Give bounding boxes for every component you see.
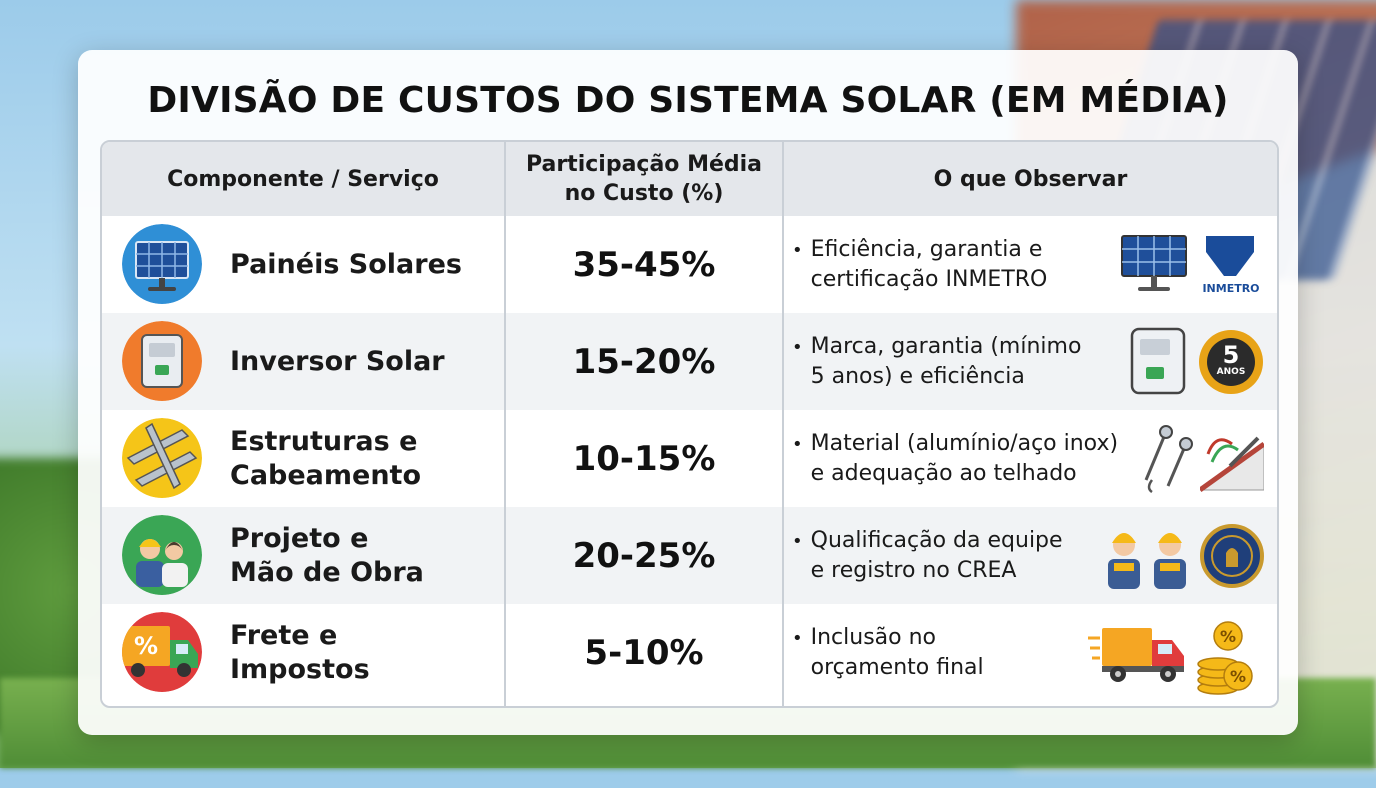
badge-number: 5 bbox=[1222, 341, 1240, 369]
component-label: Projeto e Mão de Obra bbox=[230, 522, 424, 588]
note-text: • Inclusão no orçamento final bbox=[792, 604, 1112, 701]
workers-icon bbox=[1096, 521, 1200, 591]
page-title: DIVISÃO DE CUSTOS DO SISTEMA SOLAR (EM M… bbox=[147, 80, 1229, 121]
note-label: Marca, garantia (mínimo 5 anos) e eficiê… bbox=[810, 333, 1082, 389]
inverter-icon bbox=[1128, 327, 1200, 397]
component-label: Frete e Impostos bbox=[230, 619, 370, 685]
bullet-icon: • bbox=[792, 434, 803, 455]
component-label: Estruturas e Cabeamento bbox=[230, 425, 422, 491]
crea-seal-icon bbox=[1200, 521, 1264, 591]
table-header: Componente / Serviço Participação Média … bbox=[102, 142, 1277, 218]
inverter-icon bbox=[122, 321, 202, 401]
note-label: Inclusão no orçamento final bbox=[810, 624, 984, 680]
note-label: Eficiência, garantia e certificação INME… bbox=[810, 236, 1048, 292]
rails-icon bbox=[122, 418, 202, 498]
table-row: Estruturas e Cabeamento 10-15% • Materia… bbox=[102, 410, 1277, 509]
share-value: 10-15% bbox=[572, 438, 716, 479]
table-row: Painéis Solares 35-45% • Eficiência, gar… bbox=[102, 216, 1277, 315]
cost-table: Componente / Serviço Participação Média … bbox=[100, 140, 1279, 708]
delivery-truck-icon bbox=[1088, 618, 1188, 688]
share-value: 35-45% bbox=[572, 244, 716, 285]
note-text: • Eficiência, garantia e certificação IN… bbox=[792, 216, 1112, 313]
table-row: Projeto e Mão de Obra 20-25% • Qualifica… bbox=[102, 507, 1277, 606]
svg-text:%: % bbox=[1220, 627, 1236, 646]
coins-percent-icon: % % bbox=[1194, 618, 1264, 695]
engineers-icon bbox=[122, 515, 202, 595]
column-divider bbox=[782, 142, 784, 706]
header-component: Componente / Serviço bbox=[167, 166, 439, 192]
solar-panel-icon bbox=[122, 224, 202, 304]
solar-panel-icon bbox=[1118, 230, 1190, 300]
five-year-badge-icon: 5 ANOS bbox=[1196, 327, 1268, 397]
header-share: Participação Média no Custo (%) bbox=[525, 152, 763, 206]
inmetro-label: INMETRO bbox=[1202, 282, 1260, 295]
share-value: 20-25% bbox=[572, 535, 716, 576]
bullet-icon: • bbox=[792, 337, 803, 358]
bullet-icon: • bbox=[792, 531, 803, 552]
share-value: 5-10% bbox=[584, 632, 704, 673]
component-label: Painéis Solares bbox=[230, 248, 462, 280]
bullet-icon: • bbox=[792, 628, 803, 649]
column-divider bbox=[504, 142, 506, 706]
screws-icon bbox=[1138, 424, 1198, 494]
note-label: Material (alumínio/aço inox) e adequação… bbox=[810, 430, 1119, 486]
badge-label: ANOS bbox=[1216, 367, 1246, 377]
truck-icon: % bbox=[122, 612, 202, 692]
component-label: Inversor Solar bbox=[230, 345, 445, 377]
header-observe: O que Observar bbox=[933, 166, 1128, 192]
note-text: • Qualificação da equipe e registro no C… bbox=[792, 507, 1112, 604]
bullet-icon: • bbox=[792, 240, 803, 261]
percent-symbol: % bbox=[133, 632, 159, 660]
note-text: • Material (alumínio/aço inox) e adequaç… bbox=[792, 410, 1142, 507]
note-text: • Marca, garantia (mínimo 5 anos) e efic… bbox=[792, 313, 1112, 410]
inmetro-logo-icon: INMETRO bbox=[1198, 230, 1270, 300]
svg-text:%: % bbox=[1230, 667, 1246, 686]
share-value: 15-20% bbox=[572, 341, 716, 382]
table-row: Inversor Solar 15-20% • Marca, garantia … bbox=[102, 313, 1277, 412]
table-row: % Frete e Impostos 5-10% • Inclusão no o… bbox=[102, 604, 1277, 701]
roof-hook-icon bbox=[1198, 424, 1266, 494]
note-label: Qualificação da equipe e registro no CRE… bbox=[810, 527, 1063, 583]
